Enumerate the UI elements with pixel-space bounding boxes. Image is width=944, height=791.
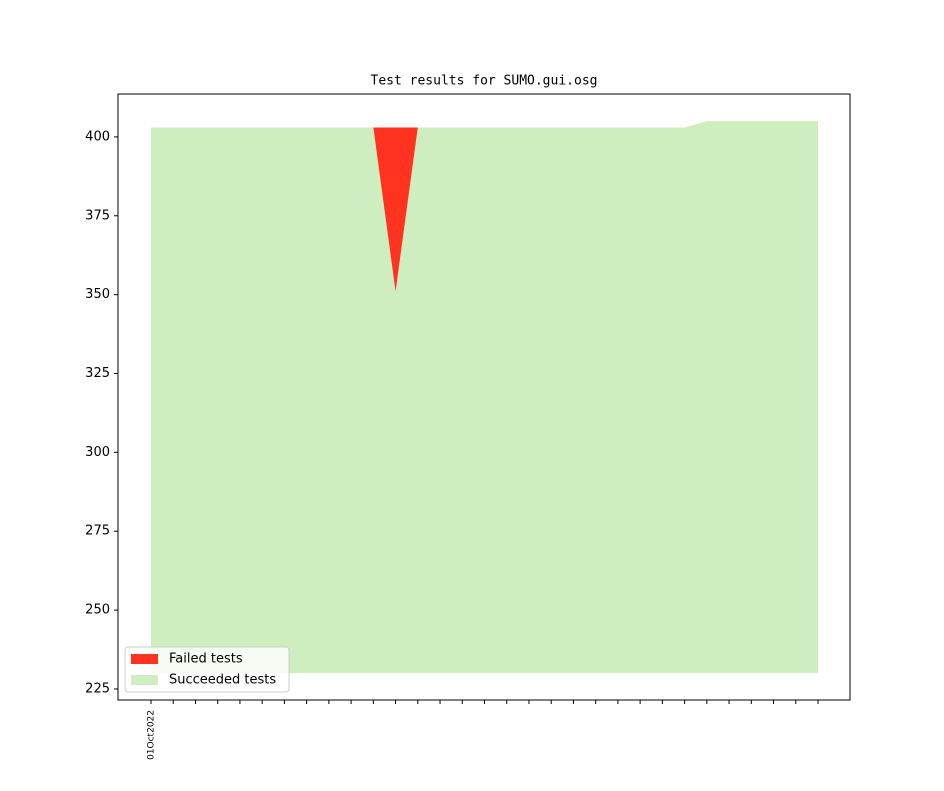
y-tick-label: 300 [85, 445, 110, 460]
y-tick-label: 250 [85, 603, 110, 618]
legend-swatch [131, 654, 158, 664]
y-tick-label: 275 [85, 524, 110, 539]
y-tick-label: 375 [85, 208, 110, 223]
legend-swatch [131, 675, 158, 685]
legend-label: Failed tests [169, 652, 243, 667]
y-tick-label: 400 [85, 129, 110, 144]
y-tick-label: 350 [85, 287, 110, 302]
legend-box [124, 646, 290, 693]
x-tick-label: 01Oct2022 [147, 710, 157, 760]
axes-frame [117, 93, 851, 701]
chart-title: Test results for SUMO.gui.osg [371, 74, 598, 89]
legend-label: Succeeded tests [169, 673, 276, 688]
y-tick-label: 325 [85, 366, 110, 381]
y-tick-label: 225 [85, 681, 110, 696]
area [151, 121, 818, 674]
